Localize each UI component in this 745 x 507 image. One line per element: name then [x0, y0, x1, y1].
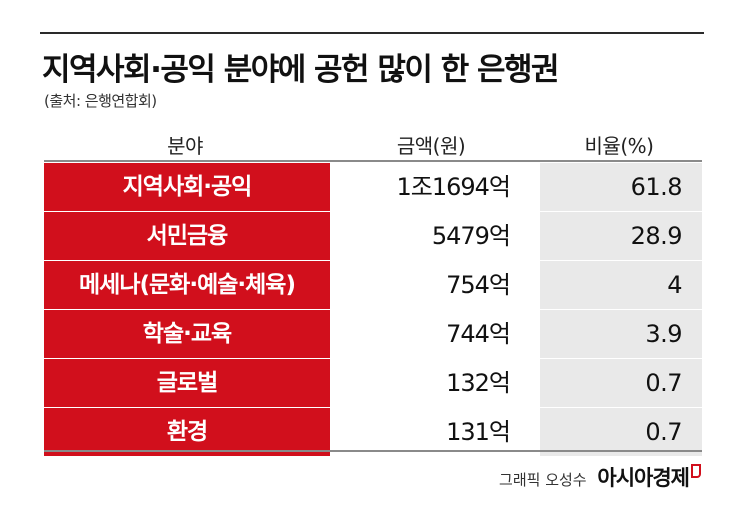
brand-mark-icon — [691, 464, 701, 478]
percent-cell: 3.9 — [540, 310, 702, 358]
amount-cell: 1조1694억 — [336, 163, 536, 211]
table-row: 환경 131억 0.7 — [44, 408, 702, 456]
column-header-percent: 비율(%) — [584, 134, 654, 158]
page-title: 지역사회·공익 분야에 공헌 많이 한 은행권 — [42, 52, 560, 88]
percent-cell: 4 — [540, 261, 702, 309]
credit-line: 그래픽 오성수 아시아경제 — [499, 462, 701, 492]
bottom-divider — [44, 450, 702, 452]
table-body: 지역사회·공익 1조1694억 61.8 서민금융 5479억 28.9 메세나… — [44, 163, 702, 457]
table-row: 학술·교육 744억 3.9 — [44, 310, 702, 358]
brand-logo: 아시아경제 — [597, 466, 690, 490]
column-header-amount: 금액(원) — [396, 134, 466, 158]
table-row: 메세나(문화·예술·체육) 754억 4 — [44, 261, 702, 309]
top-rule — [40, 32, 704, 34]
percent-cell: 61.8 — [540, 163, 702, 211]
category-cell: 메세나(문화·예술·체육) — [44, 261, 330, 309]
amount-cell: 754억 — [336, 261, 536, 309]
table-row: 글로벌 132억 0.7 — [44, 359, 702, 407]
category-cell: 지역사회·공익 — [44, 163, 330, 211]
table-row: 서민금융 5479억 28.9 — [44, 212, 702, 260]
category-cell: 환경 — [44, 408, 330, 456]
percent-cell: 0.7 — [540, 359, 702, 407]
amount-cell: 744억 — [336, 310, 536, 358]
amount-cell: 131억 — [336, 408, 536, 456]
column-header-category: 분야 — [167, 134, 203, 158]
category-cell: 서민금융 — [44, 212, 330, 260]
header-divider — [44, 160, 702, 162]
amount-cell: 5479억 — [336, 212, 536, 260]
amount-cell: 132억 — [336, 359, 536, 407]
category-cell: 글로벌 — [44, 359, 330, 407]
table-row: 지역사회·공익 1조1694억 61.8 — [44, 163, 702, 211]
percent-cell: 0.7 — [540, 408, 702, 456]
category-cell: 학술·교육 — [44, 310, 330, 358]
source-note: (출처: 은행연합회) — [44, 92, 157, 110]
table-header: 분야 금액(원) 비율(%) — [44, 124, 702, 162]
percent-cell: 28.9 — [540, 212, 702, 260]
graphic-credit: 그래픽 오성수 — [499, 471, 587, 489]
